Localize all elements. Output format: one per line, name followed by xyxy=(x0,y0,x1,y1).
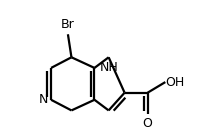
Text: Br: Br xyxy=(61,18,75,31)
Text: N: N xyxy=(38,93,48,106)
Text: OH: OH xyxy=(165,76,185,89)
Text: NH: NH xyxy=(99,61,118,74)
Text: O: O xyxy=(143,117,153,130)
